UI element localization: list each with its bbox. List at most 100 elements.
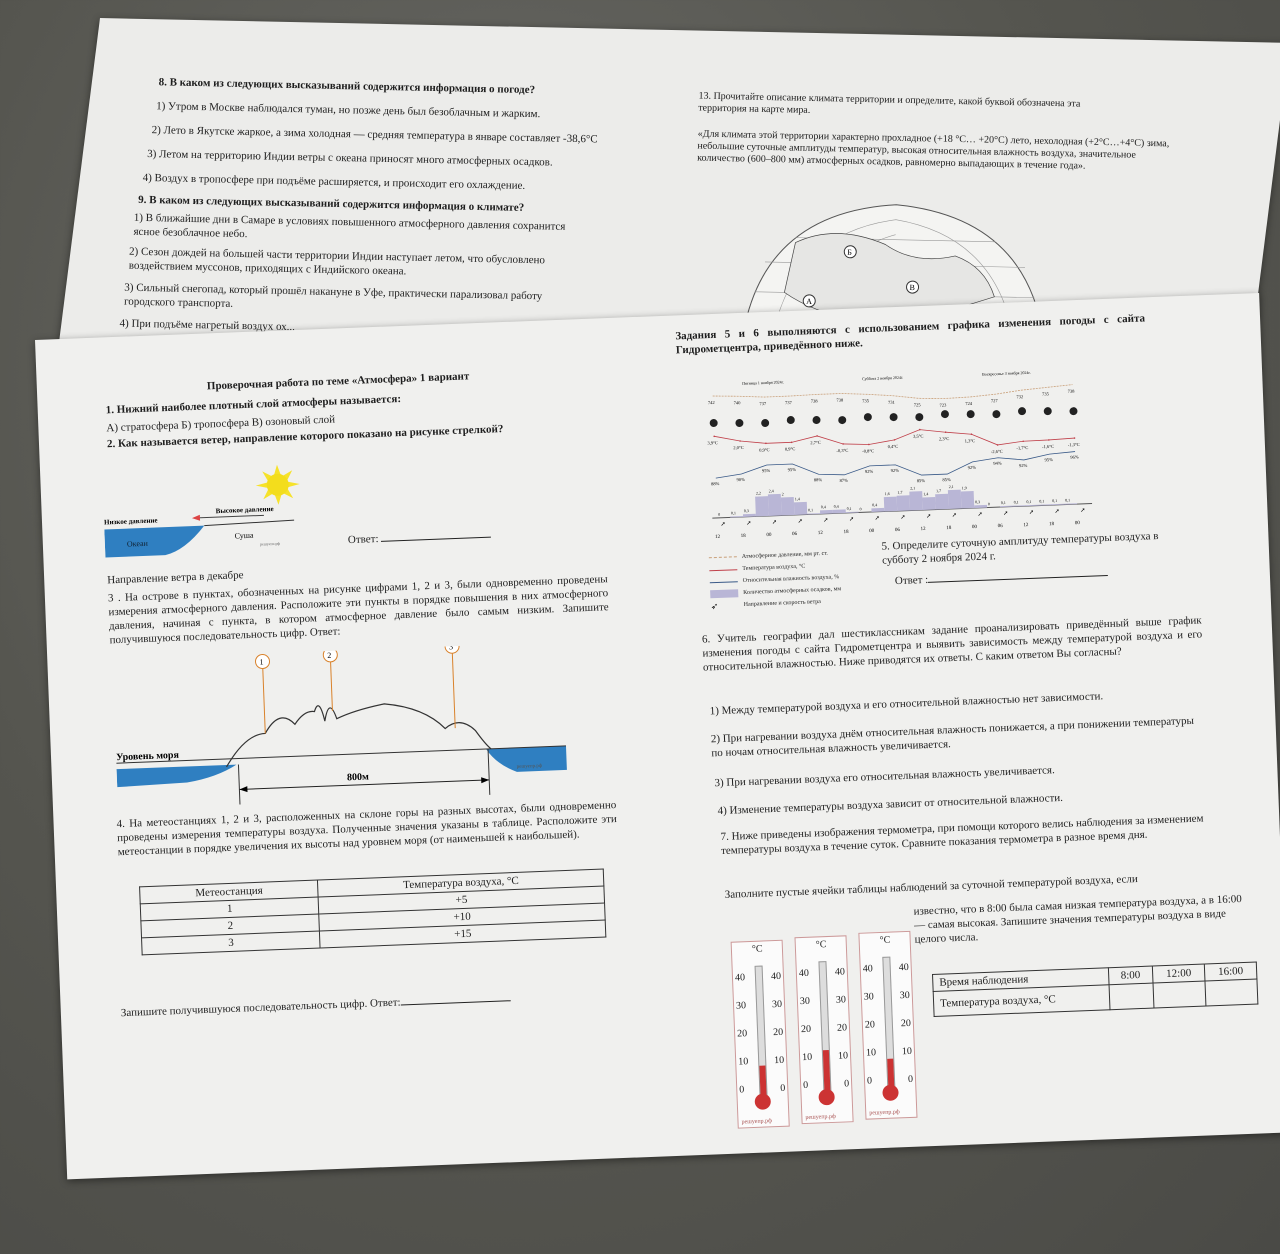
pressure-label: 738	[1068, 389, 1076, 394]
distance-label: 800м	[347, 772, 369, 784]
precipitation-label: 2,4	[769, 488, 774, 494]
q5-answer: Ответ :	[895, 564, 1109, 588]
empty-cell[interactable]	[1204, 979, 1258, 1007]
q8-option: 1) Утром в Москве наблюдался туман, но п…	[156, 100, 541, 121]
wind-arrow-icon: ➚	[1003, 511, 1008, 517]
pressure-label: 725	[914, 402, 922, 407]
q9-option: 2) Сезон дождей на большей части террито…	[128, 245, 546, 278]
precipitation-label: 1,7	[897, 490, 902, 496]
precipitation-bar	[780, 496, 795, 516]
precipitation-bar	[947, 489, 962, 510]
q9-option: 1) В ближайшие дни в Самаре в условиях п…	[133, 211, 566, 241]
precipitation-bar	[909, 491, 923, 511]
pressure-label: 737	[785, 400, 793, 405]
temperature-label: 3,9°C	[707, 440, 718, 446]
precipitation-label: 2	[782, 491, 784, 496]
pressure-label: 738	[811, 398, 819, 403]
precipitation-bar	[755, 496, 769, 517]
hour-tick: 00	[869, 529, 875, 534]
wind-arrow-icon: ➚	[952, 513, 957, 519]
precipitation-label: 0,1	[731, 510, 736, 516]
precipitation-label: 2,1	[949, 484, 954, 490]
wind-diagram: Низкое давление Высокое давление Океан С…	[104, 464, 300, 558]
land-label: Суша	[234, 531, 254, 541]
precipitation-label: 0,4	[821, 504, 826, 510]
precipitation-bar	[960, 490, 975, 509]
hour-tick: 00	[766, 533, 772, 538]
precipitation-label: 0,1	[808, 507, 813, 513]
cloud-icon	[735, 419, 744, 428]
temperature-label: -1,3°C	[1068, 442, 1080, 448]
wind-arrow-icon: ➚	[875, 516, 880, 522]
wind-arrow-icon: ➚	[1055, 509, 1060, 515]
thermometer: °С решуепр.рф 40 40 30 30 20 20 10 10 0 0	[858, 930, 918, 1120]
cloud-icon	[940, 410, 949, 419]
humidity-label: 88%	[711, 481, 720, 486]
humidity-label: 92%	[891, 468, 900, 473]
wind-arrow-icon: ➚	[900, 515, 905, 521]
point-label: 3	[449, 642, 453, 651]
empty-cell[interactable]	[1108, 983, 1155, 1010]
temperature-label: 2,7°C	[810, 440, 821, 446]
map-letter: А	[806, 297, 812, 306]
low-pressure-label: Низкое давление	[104, 516, 158, 526]
map-letter: В	[909, 283, 915, 292]
cloud-icon	[966, 410, 975, 419]
cloud-icon	[838, 416, 847, 425]
humidity-label: 95%	[762, 468, 771, 473]
temperature-label: 1,3°C	[965, 438, 976, 444]
precipitation-bar	[883, 496, 898, 512]
q13-quote: «Для климата этой территории характерно …	[697, 128, 1170, 172]
day-label: Воскресенье 3 ноября 2024г.	[982, 370, 1031, 377]
q8-option: 3) Летом на территорию Индии ветры с оке…	[147, 148, 553, 169]
wind-arrow-icon	[191, 514, 201, 521]
q4-answer: Запишите получившуюся последовательность…	[121, 990, 511, 1020]
humidity-label: 92%	[865, 469, 874, 474]
thermometer: °С решуепр.рф 40 40 30 30 20 20 10 10 0 0	[730, 939, 790, 1129]
pressure-label: 738	[836, 397, 844, 402]
precipitation-label: 1,4	[923, 491, 928, 497]
q1-question: 1. Нижний наиболее плотный слой атмосфер…	[105, 392, 402, 417]
temperature-label: -0,8°C	[862, 448, 874, 454]
day-label: Пятница 1 ноября 2024г.	[742, 379, 784, 386]
precipitation-bar	[935, 493, 949, 510]
temperature-label: -1,7°C	[1016, 445, 1028, 451]
temperature-label: 2,3°C	[939, 436, 950, 442]
table-header: 12:00	[1152, 964, 1205, 984]
precipitation-label: 0,1	[1052, 498, 1057, 504]
hour-tick: 12	[818, 531, 824, 536]
pressure-label: 731	[888, 400, 895, 405]
precipitation-label: 0,1	[1014, 499, 1019, 505]
cloud-icon	[889, 413, 898, 422]
precipitation-bar	[896, 495, 911, 512]
high-pressure-label: Высокое давление	[216, 505, 274, 515]
thermometer: °С решуепр.рф 40 40 30 30 20 20 10 10 0 0	[794, 935, 854, 1125]
pressure-label: 732	[1016, 394, 1023, 399]
wind-arrow-icon: ➚	[926, 514, 931, 520]
empty-cell[interactable]	[1153, 981, 1206, 1009]
precipitation-bar	[807, 513, 821, 515]
humidity-label: 94%	[993, 461, 1002, 466]
humidity-label: 95%	[788, 467, 797, 472]
wind-arrow-icon: ➚	[720, 522, 725, 528]
precipitation-label: 0,1	[1039, 498, 1044, 504]
temperature-label: 0,4°C	[888, 444, 899, 450]
pressure-label: 724	[965, 401, 973, 406]
wind-arrow-icon: ➚	[1080, 508, 1085, 514]
q8-option: 4) Воздух в тропосфере при подъёме расши…	[142, 171, 526, 192]
q7-table: Время наблюдения 8:00 12:00 16:00 Температу…	[932, 962, 1258, 1017]
watermark: решуепэ.рф	[260, 541, 281, 547]
temperature-label: 2,0°C	[733, 445, 744, 451]
q9-option: 3) Сильный снегопад, который прошёл нака…	[123, 281, 543, 310]
precipitation-bar	[1025, 504, 1039, 507]
wind-arrow-icon: ➚	[823, 518, 828, 524]
precipitation-bar	[1038, 504, 1052, 506]
q8-question: 8. В каком из следующих высказываний сод…	[158, 76, 536, 97]
precipitation-label: 0	[859, 506, 861, 511]
day-label: Суббота 2 ноября 2024г.	[862, 375, 903, 382]
hour-tick: 00	[1075, 521, 1081, 526]
precipitation-label: 0,4	[834, 504, 839, 510]
wind-arrow-icon: ➚	[849, 517, 854, 523]
humidity-label: 92%	[968, 465, 977, 470]
temperature-line	[714, 429, 1075, 446]
